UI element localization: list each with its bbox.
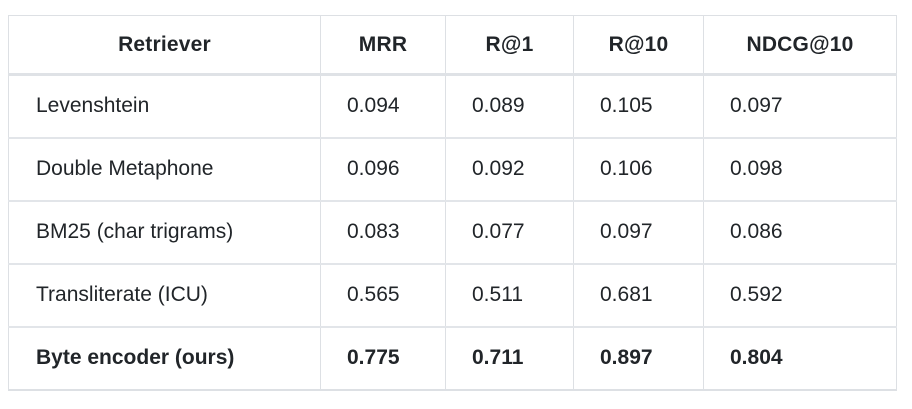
column-header-ndcg-10: NDCG@10 <box>703 15 897 76</box>
retriever-name-cell: BM25 (char trigrams) <box>8 200 321 265</box>
metric-value-cell: 0.097 <box>573 200 704 265</box>
metric-value-cell: 0.098 <box>703 137 897 202</box>
table-body: Levenshtein 0.094 0.089 0.105 0.097 Double Me… <box>8 74 897 391</box>
results-table: Retriever MRR R@1 R@10 NDCG@10 Levenshtein 0.… <box>8 15 897 391</box>
metric-value-cell: 0.804 <box>703 326 897 391</box>
metric-value-cell: 0.106 <box>573 137 704 202</box>
metric-value-cell: 0.105 <box>573 74 704 139</box>
retriever-name-cell: Byte encoder (ours) <box>8 326 321 391</box>
metric-value-cell: 0.092 <box>445 137 574 202</box>
metric-value-cell: 0.094 <box>320 74 446 139</box>
table-row: BM25 (char trigrams) 0.083 0.077 0.097 0.086 <box>8 200 897 265</box>
results-table-container: Retriever MRR R@1 R@10 NDCG@10 Levenshtein 0.… <box>8 15 897 391</box>
metric-value-cell: 0.511 <box>445 263 574 328</box>
metric-value-cell: 0.711 <box>445 326 574 391</box>
metric-value-cell: 0.083 <box>320 200 446 265</box>
retriever-name-cell: Double Metaphone <box>8 137 321 202</box>
metric-value-cell: 0.565 <box>320 263 446 328</box>
retriever-name-cell: Transliterate (ICU) <box>8 263 321 328</box>
metric-value-cell: 0.089 <box>445 74 574 139</box>
table-row: Levenshtein 0.094 0.089 0.105 0.097 <box>8 74 897 139</box>
column-header-r-10: R@10 <box>573 15 704 76</box>
header-row: Retriever MRR R@1 R@10 NDCG@10 <box>8 15 897 76</box>
column-header-retriever: Retriever <box>8 15 321 76</box>
metric-value-cell: 0.086 <box>703 200 897 265</box>
metric-value-cell: 0.897 <box>573 326 704 391</box>
table-row: Byte encoder (ours) 0.775 0.711 0.897 0.804 <box>8 326 897 391</box>
retriever-name-cell: Levenshtein <box>8 74 321 139</box>
metric-value-cell: 0.077 <box>445 200 574 265</box>
table-header: Retriever MRR R@1 R@10 NDCG@10 <box>8 15 897 76</box>
column-header-r-1: R@1 <box>445 15 574 76</box>
metric-value-cell: 0.681 <box>573 263 704 328</box>
metric-value-cell: 0.775 <box>320 326 446 391</box>
metric-value-cell: 0.096 <box>320 137 446 202</box>
metric-value-cell: 0.592 <box>703 263 897 328</box>
table-row: Double Metaphone 0.096 0.092 0.106 0.098 <box>8 137 897 202</box>
metric-value-cell: 0.097 <box>703 74 897 139</box>
table-row: Transliterate (ICU) 0.565 0.511 0.681 0.592 <box>8 263 897 328</box>
column-header-mrr: MRR <box>320 15 446 76</box>
